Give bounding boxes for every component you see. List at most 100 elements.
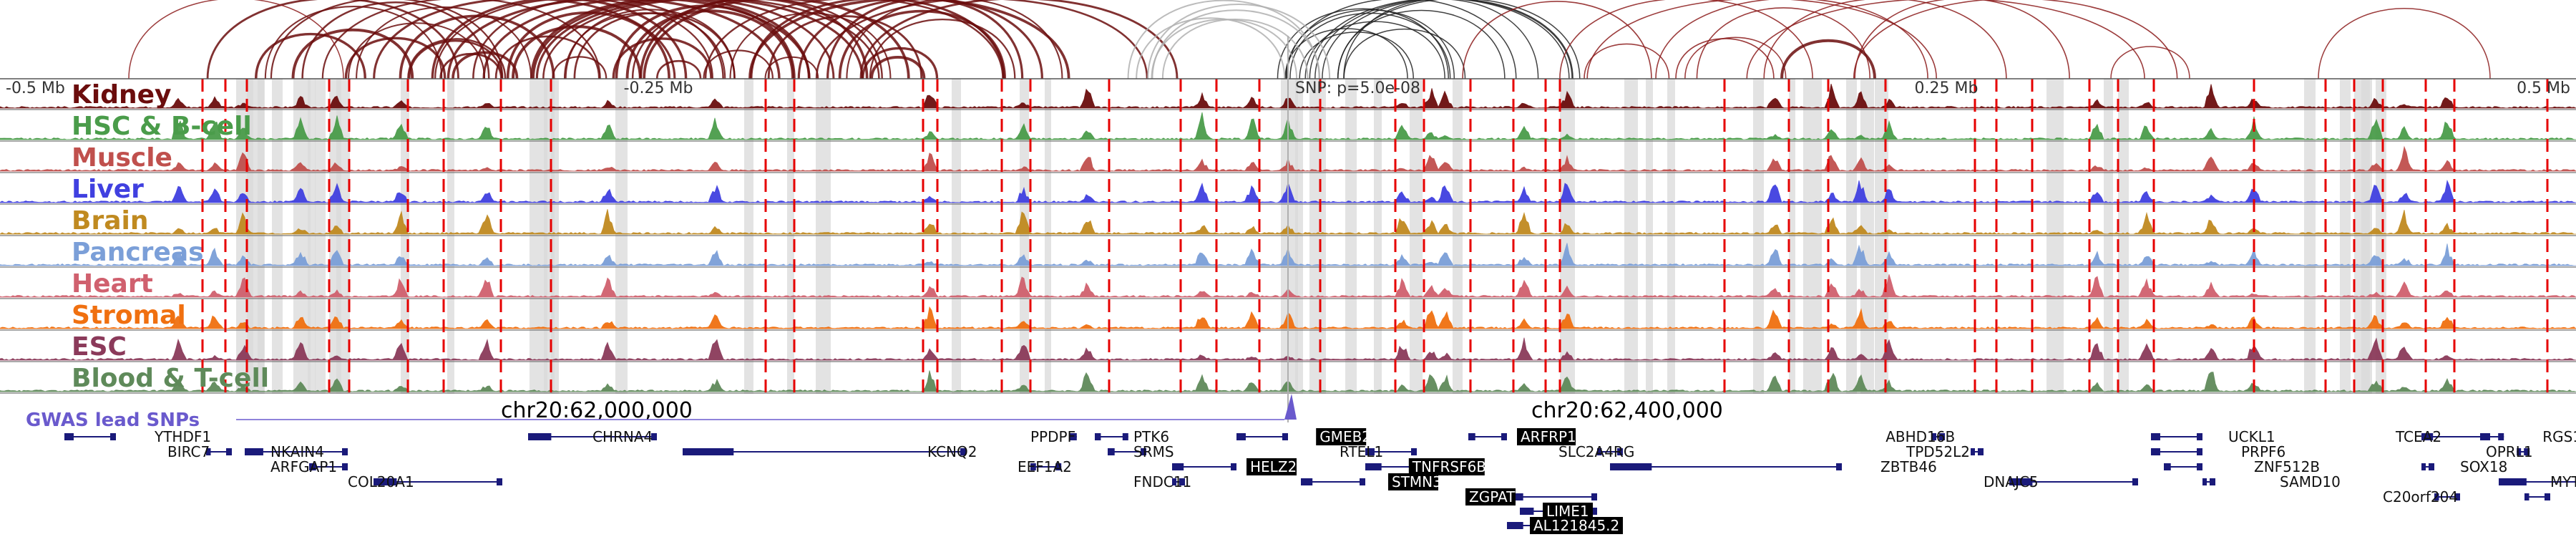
- gene-label: ZGPAT: [1469, 488, 1516, 505]
- chromatin-loop-arc: [1763, 0, 2007, 79]
- gene-label: PTK6: [1133, 428, 1169, 445]
- chromatin-loop-arc: [535, 0, 864, 79]
- gene-label: DNAJC5: [1984, 473, 2039, 490]
- gene-label-bg: [1465, 488, 1516, 505]
- gene-exon: [1520, 508, 1534, 515]
- chromatin-loop-arc: [1584, 43, 1670, 79]
- shade-band: [2340, 79, 2351, 394]
- gene-exon: [245, 448, 263, 455]
- gene-exon: [1172, 463, 1184, 470]
- shade-band: [787, 79, 794, 394]
- track-label: Stromal: [72, 301, 186, 330]
- chromatin-loop-arc: [530, 0, 811, 79]
- gene-label: C20orf204: [2383, 488, 2458, 505]
- gene-exon: [1365, 448, 1375, 455]
- shade-band: [1560, 79, 1575, 394]
- gene-exon: [2009, 478, 2033, 485]
- gene-exon: [2151, 433, 2160, 440]
- chromatin-loop-arc: [482, 0, 811, 79]
- gene-exon: [1282, 433, 1288, 440]
- gene-exon: [2421, 463, 2426, 470]
- gene-exon: [1172, 478, 1176, 485]
- gene-exon: [2197, 448, 2202, 455]
- gene-exon: [110, 433, 116, 440]
- gene-exon: [2524, 448, 2530, 455]
- shade-band: [1309, 79, 1326, 394]
- gene-exon: [342, 448, 348, 455]
- chromatin-loop-arc: [291, 28, 414, 79]
- gene-label: ABHD16B: [1885, 428, 1955, 445]
- track-label: ESC: [72, 332, 127, 362]
- gene-label-bg: [1530, 517, 1623, 534]
- chromatin-loop-arc: [838, 9, 1006, 79]
- shade-band: [2104, 79, 2113, 394]
- gene-exon: [1978, 448, 1984, 455]
- gene-label: HELZ2: [1250, 458, 1297, 475]
- gene-exon: [2499, 478, 2527, 485]
- chromatin-loop-arc: [399, 14, 555, 79]
- gene-exon: [1836, 463, 1842, 470]
- gene-exon: [1030, 463, 1036, 470]
- gene-exon: [1617, 448, 1623, 455]
- gene-exon: [1939, 433, 1945, 440]
- gene-label: MYT1: [2550, 473, 2576, 490]
- gene-label-bg: [1517, 428, 1576, 445]
- chromatin-loop-arc: [869, 19, 1016, 79]
- gene-label: SRMS: [1133, 443, 1174, 460]
- shade-band: [1345, 79, 1357, 394]
- track-label: Blood & T-cell: [72, 364, 269, 393]
- shade-band: [2118, 79, 2129, 394]
- chromatin-loop-arc: [532, 0, 835, 79]
- chromatin-loop-arc: [542, 0, 880, 79]
- gene-exon: [2429, 463, 2434, 470]
- gene-exon: [1501, 433, 1507, 440]
- gene-exon: [206, 448, 211, 455]
- chromatin-loop-arc: [1284, 28, 1408, 79]
- chromatin-loop-arc: [767, 15, 923, 79]
- chromatin-loop-arc: [1675, 38, 1775, 79]
- chromatin-loop-arc: [1286, 0, 1517, 79]
- shade-band: [816, 79, 831, 394]
- gene-exon: [309, 463, 316, 470]
- gene-exon: [64, 433, 74, 440]
- chromatin-loop-arc: [862, 47, 939, 79]
- gene-label: OPRL1: [2486, 443, 2533, 460]
- chromatin-loop-arc: [2318, 8, 2491, 79]
- shade-band: [315, 79, 326, 394]
- chromatin-loop-arc: [1343, 0, 1539, 79]
- gene-exon: [497, 478, 502, 485]
- shade-band: [1803, 79, 1822, 394]
- shade-band: [1860, 79, 1874, 394]
- gene-exon: [1141, 448, 1146, 455]
- shade-band: [447, 79, 454, 394]
- gene-label: RTEL1: [1340, 443, 1383, 460]
- shade-band: [2046, 79, 2064, 394]
- gene-exon: [2197, 433, 2202, 440]
- gene-label: ZNF512B: [2254, 458, 2320, 475]
- chromatin-loop-arc: [552, 56, 608, 79]
- gene-exon: [1236, 433, 1246, 440]
- chromatin-loop-arc: [434, 0, 713, 79]
- track-label: Brain: [72, 206, 148, 236]
- gene-exon: [2197, 463, 2202, 470]
- gene-label: AL121845.2: [1533, 517, 1619, 534]
- chromatin-loop-arc: [1853, 0, 2178, 79]
- chromatin-loop-arc: [1147, 3, 1331, 79]
- gene-label: RGS19: [2542, 428, 2576, 445]
- gene-exon: [2498, 433, 2504, 440]
- shade-band: [1789, 79, 1795, 394]
- gene-label: KCNQ2: [927, 443, 977, 460]
- gene-label-bg: [1408, 458, 1485, 475]
- region-axis: -0.5 Mb -0.25 Mb 0.25 Mb 0.5 Mb SNP: p=5.0e-…: [0, 36, 2576, 422]
- chromatin-loop-arc: [2110, 46, 2190, 79]
- region-tick-label: 0.5 Mb: [2517, 79, 2570, 97]
- interaction-arcs: [128, 0, 2491, 79]
- chromatin-loop-arc: [655, 59, 702, 79]
- gene-exon: [1179, 478, 1185, 485]
- chromatin-loop-arc: [301, 1, 490, 79]
- chromatin-loop-arc: [506, 11, 670, 79]
- chromatin-loop-arc: [270, 0, 504, 79]
- chromatin-loop-arc: [373, 0, 676, 79]
